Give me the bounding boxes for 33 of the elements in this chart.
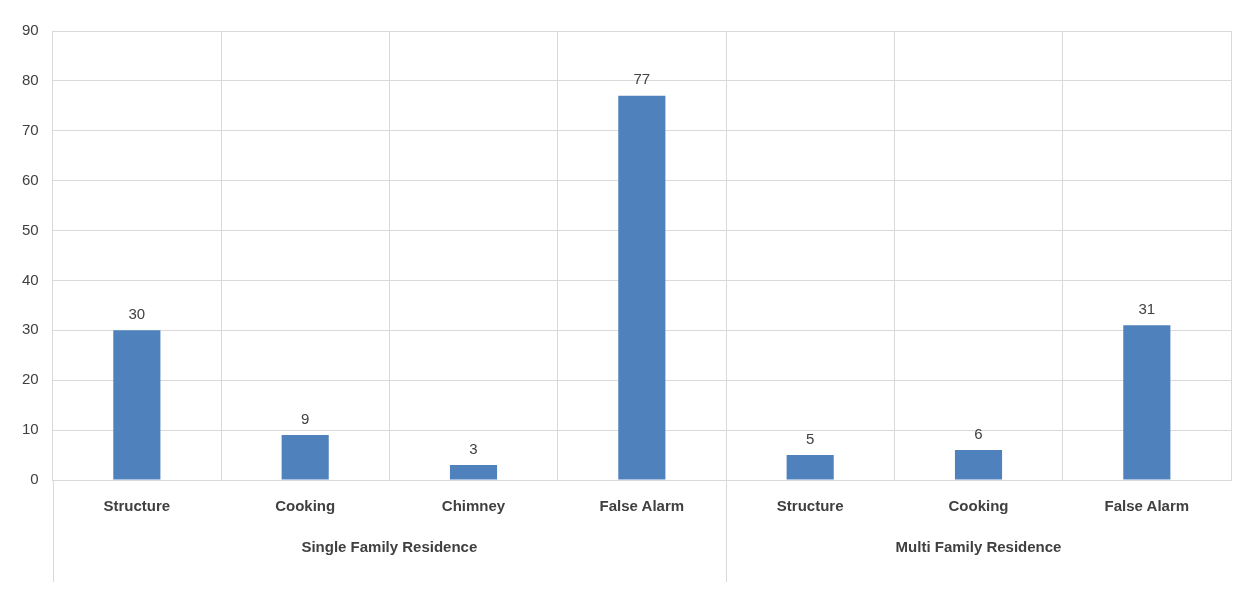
data-label: 9 xyxy=(301,409,310,427)
y-tick-label: 20 xyxy=(22,370,39,388)
bar xyxy=(113,330,161,480)
data-label: 6 xyxy=(974,424,983,442)
x-tick-label: False Alarm xyxy=(599,497,685,515)
text: Single Family Residence xyxy=(301,538,478,556)
data-label: 5 xyxy=(806,429,815,447)
x-tick-label: Structure xyxy=(103,497,171,515)
data-label: 3 xyxy=(469,439,478,457)
bar xyxy=(786,455,834,480)
x-tick-label: Cooking xyxy=(948,497,1009,515)
x-tick-label: False Alarm xyxy=(1104,497,1190,515)
x-tick-label: Structure xyxy=(776,497,844,515)
y-tick-label: 0 xyxy=(30,470,39,488)
bar xyxy=(1123,325,1171,480)
y-tick-label: 90 xyxy=(22,21,39,39)
x-tick-label: Chimney xyxy=(441,497,506,515)
bar xyxy=(449,465,498,480)
y-tick-label: 70 xyxy=(22,120,39,138)
data-label: 77 xyxy=(633,70,651,88)
y-tick-label: 80 xyxy=(22,71,39,89)
y-tick-label: 40 xyxy=(22,270,39,288)
data-label: 30 xyxy=(128,304,146,322)
y-tick-label: 50 xyxy=(22,220,39,238)
data-label: 31 xyxy=(1138,299,1156,317)
bar xyxy=(281,435,329,480)
y-tick-label: 10 xyxy=(22,420,39,438)
y-tick-label: 60 xyxy=(22,170,39,188)
bar xyxy=(618,95,666,480)
x-tick-label: Cooking xyxy=(275,497,336,515)
text: Multi Family Residence xyxy=(895,538,1062,556)
bar xyxy=(954,450,1003,480)
y-tick-label: 30 xyxy=(22,320,39,338)
